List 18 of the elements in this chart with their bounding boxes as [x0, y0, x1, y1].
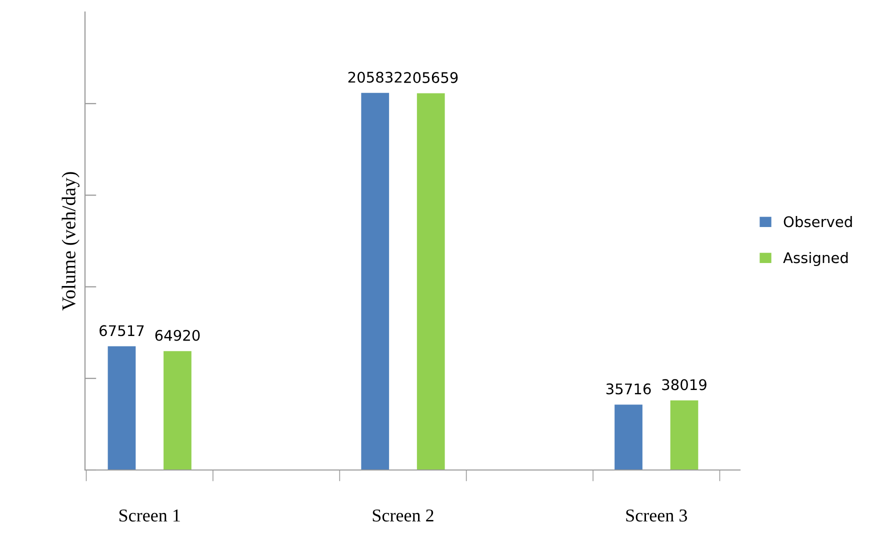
data-label: 35716: [606, 383, 651, 394]
x-tick-label: Screen 3: [626, 509, 688, 522]
data-label: 38019: [662, 379, 706, 390]
data-label: 67517: [100, 325, 144, 336]
x-tick-label: Screen 1: [119, 509, 180, 522]
data-label: 205659: [404, 72, 458, 84]
bar: [164, 351, 192, 470]
legend-label: Assigned: [783, 252, 848, 266]
data-label: 205832: [348, 72, 402, 83]
bar: [670, 400, 698, 470]
legend-label: Observed: [784, 216, 852, 228]
x-tick-label: Screen 2: [372, 509, 434, 522]
data-label: 64920: [155, 330, 200, 341]
bar: [361, 92, 390, 470]
y-axis-title: Volume (veh/day): [62, 172, 80, 311]
bar: [614, 404, 642, 470]
bar: [416, 93, 445, 470]
bar: [108, 346, 136, 470]
